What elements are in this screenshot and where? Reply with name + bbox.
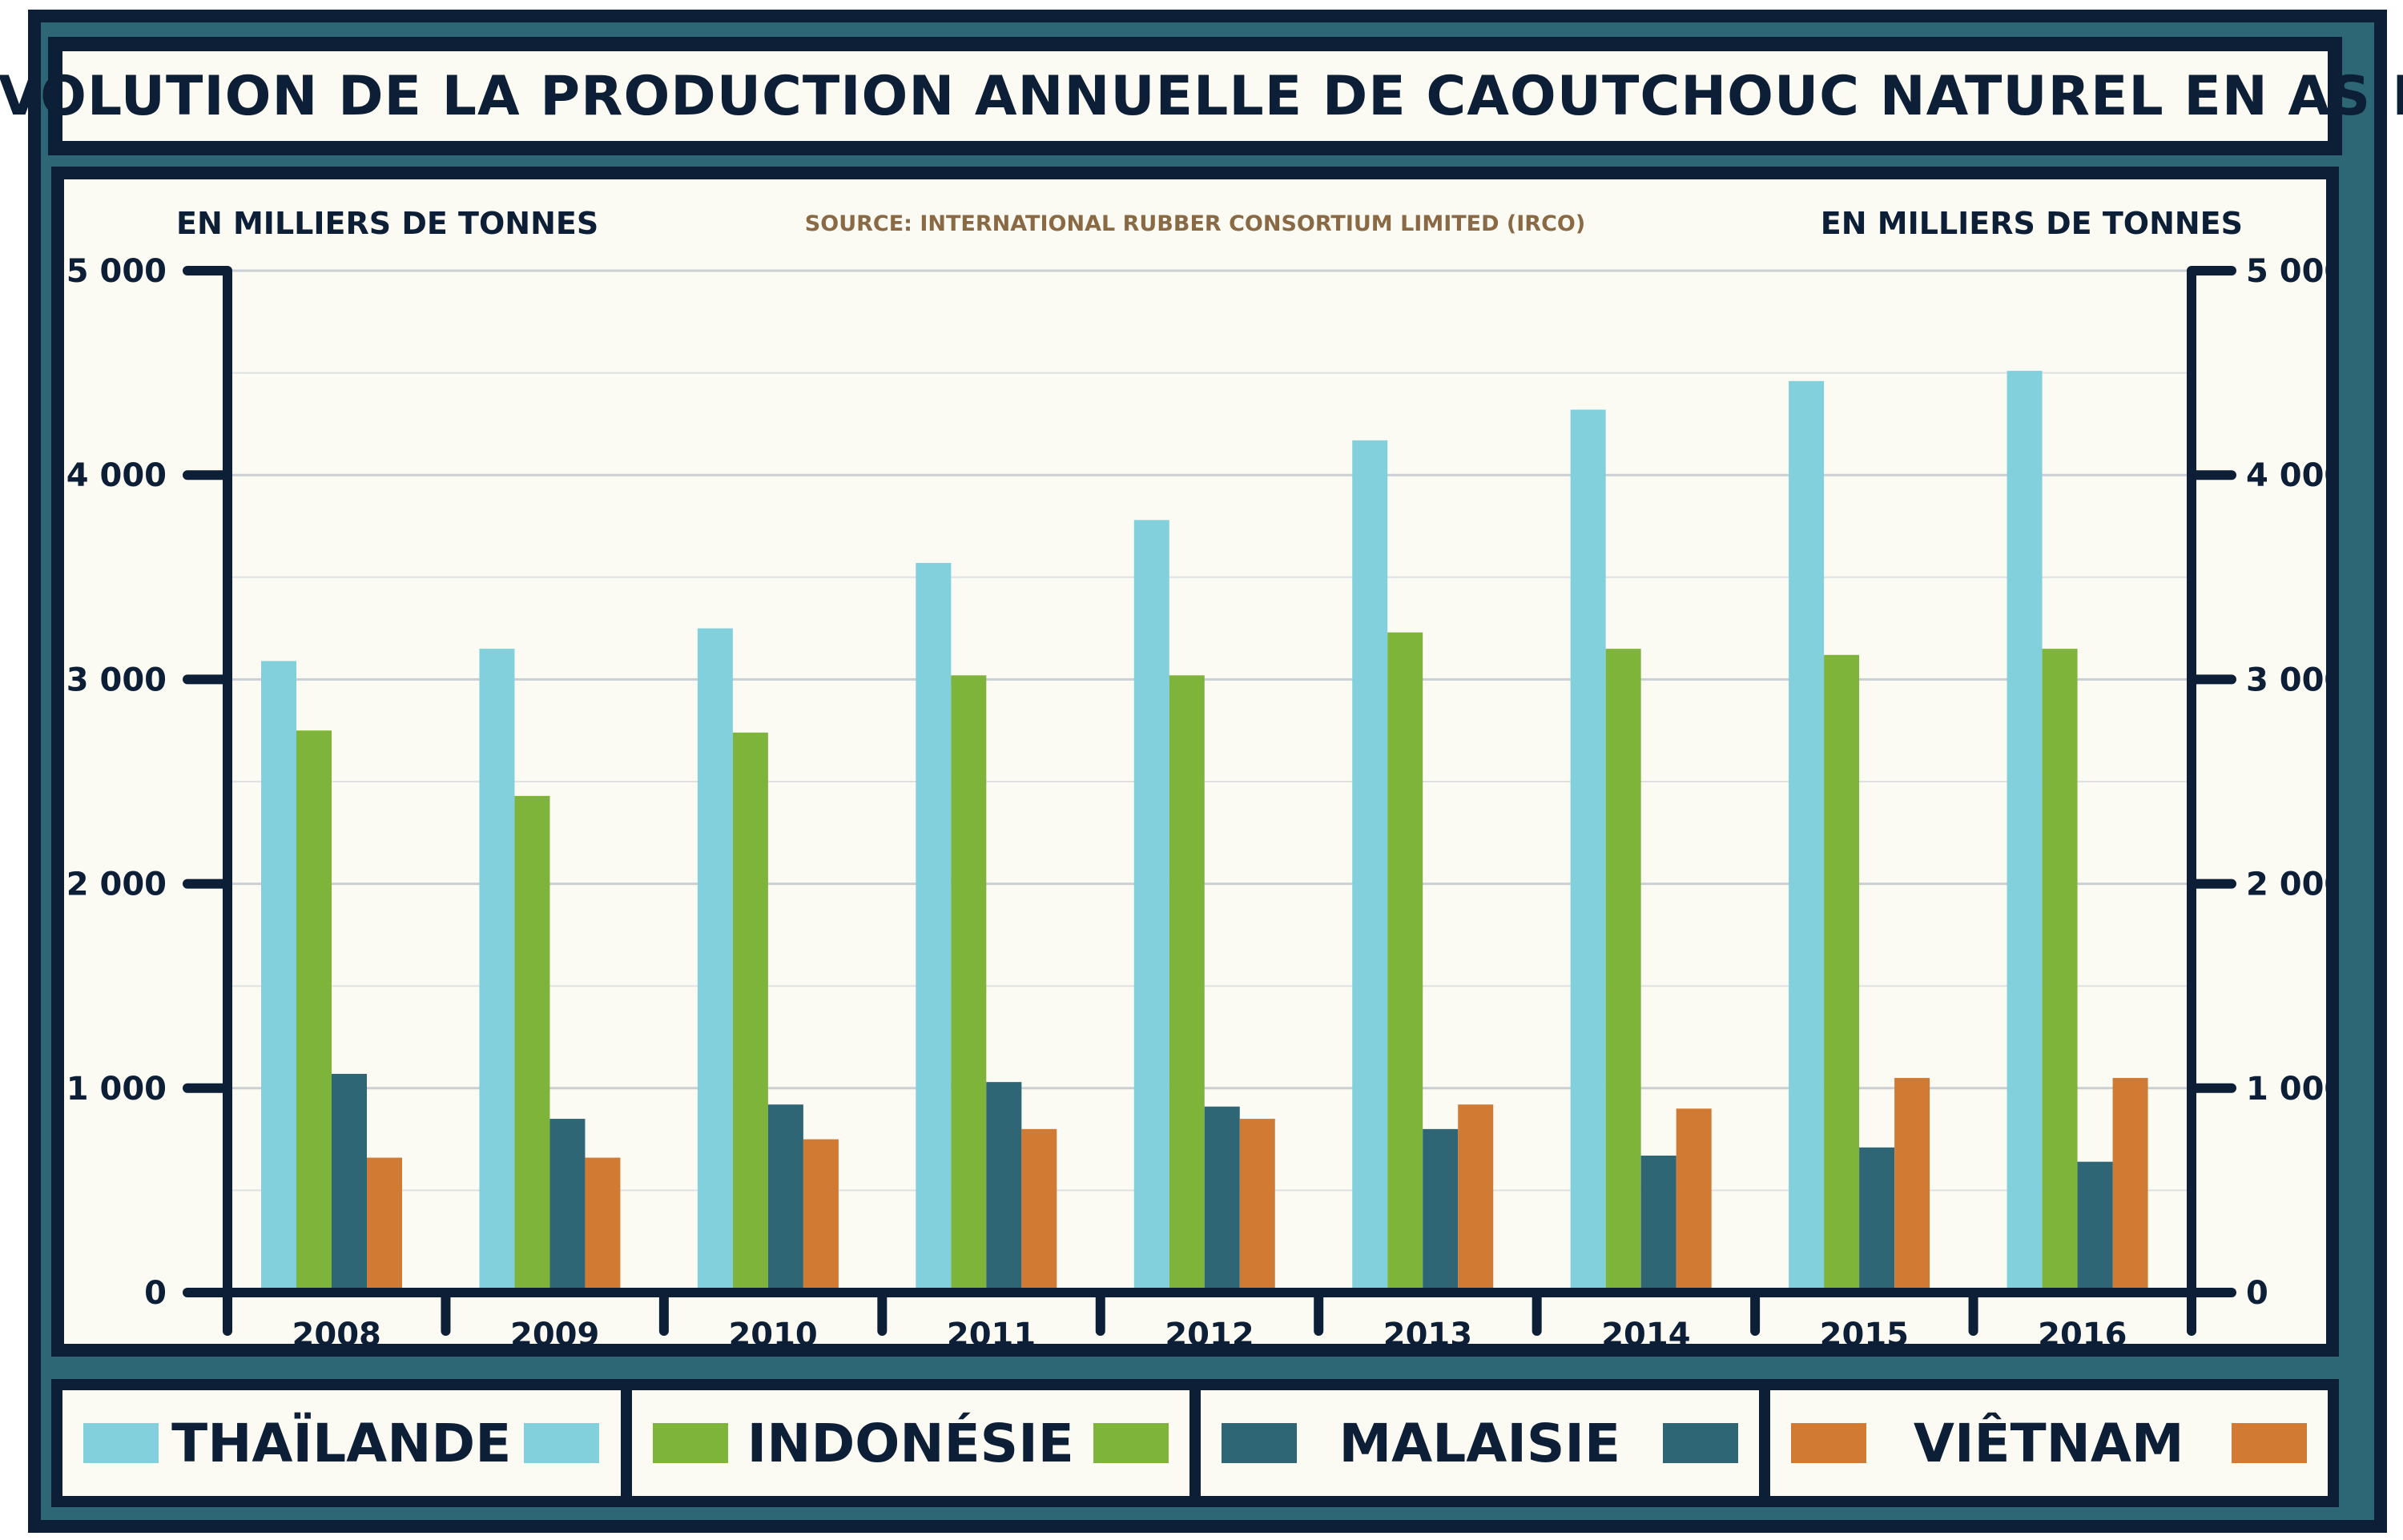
- bar-thaïlande-2012: [1133, 520, 1169, 1293]
- bar-malaisie-2011: [986, 1082, 1022, 1293]
- bar-viêtnam-2012: [1239, 1119, 1275, 1293]
- x-tick-label: 2016: [2038, 1317, 2127, 1344]
- legend-item-malaisie: MALAISIE: [1201, 1390, 1759, 1496]
- legend-swatch: [2231, 1423, 2307, 1463]
- bar-viêtnam-2014: [1676, 1108, 1712, 1293]
- title-banner: ÉVOLUTION DE LA PRODUCTION ANNUELLE DE C…: [0, 37, 2403, 155]
- bar-thaïlande-2013: [1352, 440, 1388, 1293]
- bar-indonésie-2015: [1824, 654, 1860, 1293]
- bar-viêtnam-2016: [2112, 1078, 2148, 1293]
- x-tick-label: 2012: [1165, 1317, 1254, 1344]
- y-tick-label-left: 4 000: [66, 457, 167, 494]
- bar-viêtnam-2010: [803, 1139, 839, 1293]
- x-tick-label: 2015: [1820, 1317, 1909, 1344]
- bar-malaisie-2012: [1204, 1106, 1240, 1293]
- bar-thaïlande-2014: [1570, 409, 1606, 1293]
- bar-viêtnam-2008: [367, 1157, 402, 1293]
- bar-indonésie-2011: [951, 675, 987, 1293]
- x-tick-label: 2013: [1383, 1317, 1472, 1344]
- bar-indonésie-2013: [1387, 632, 1423, 1293]
- legend-item-viêtnam: VIÊTNAM: [1769, 1390, 2328, 1496]
- bar-malaisie-2015: [1859, 1147, 1895, 1293]
- y-tick-label-left: 2 000: [66, 867, 167, 903]
- bar-thaïlande-2009: [479, 649, 515, 1293]
- y-axis-label-left: EN MILLIERS DE TONNES: [176, 206, 598, 241]
- bar-thaïlande-2011: [916, 562, 952, 1293]
- legend-swatch: [1093, 1423, 1169, 1463]
- y-tick-label-right: 2 000: [2246, 867, 2326, 903]
- y-tick-label-left: 5 000: [66, 253, 167, 290]
- bar-thaïlande-2015: [1789, 380, 1825, 1293]
- y-tick-label-left: 1 000: [66, 1071, 167, 1108]
- chart-panel: EN MILLIERS DE TONNES EN MILLIERS DE TONN…: [51, 167, 2339, 1357]
- y-tick-label-left: 3 000: [66, 661, 167, 698]
- y-tick-label-right: 1 000: [2246, 1071, 2326, 1108]
- x-tick-label: 2009: [510, 1317, 599, 1344]
- legend-swatch: [1222, 1423, 1297, 1463]
- legend-item-thaïlande: THAÏLANDE: [62, 1390, 621, 1496]
- legend: THAÏLANDE INDONÉSIE MALAISIE VIÊTNAM: [51, 1379, 2339, 1507]
- legend-label: THAÏLANDE: [171, 1412, 512, 1474]
- bar-viêtnam-2011: [1021, 1128, 1057, 1293]
- bar-indonésie-2012: [1169, 675, 1205, 1293]
- y-tick-label-right: 0: [2246, 1275, 2268, 1312]
- bar-thaïlande-2008: [261, 661, 296, 1293]
- bar-viêtnam-2013: [1458, 1104, 1494, 1293]
- legend-label: INDONÉSIE: [747, 1412, 1074, 1474]
- bar-malaisie-2016: [2077, 1161, 2113, 1293]
- bar-malaisie-2010: [767, 1104, 803, 1293]
- y-tick-label-right: 5 000: [2246, 253, 2326, 290]
- legend-item-indonésie: INDONÉSIE: [631, 1390, 1189, 1496]
- bar-thaïlande-2010: [697, 628, 733, 1293]
- legend-swatch: [1790, 1423, 1866, 1463]
- x-tick-label: 2010: [728, 1317, 817, 1344]
- bar-indonésie-2016: [2042, 649, 2078, 1293]
- bar-thaïlande-2016: [2007, 371, 2043, 1293]
- bar-malaisie-2009: [549, 1119, 586, 1293]
- legend-label: VIÊTNAM: [1913, 1412, 2184, 1474]
- page-title: ÉVOLUTION DE LA PRODUCTION ANNUELLE DE C…: [0, 64, 2403, 128]
- legend-swatch: [652, 1423, 728, 1463]
- y-tick-label-right: 3 000: [2246, 661, 2326, 698]
- x-tick-label: 2011: [947, 1317, 1036, 1344]
- bar-chart: EN MILLIERS DE TONNES EN MILLIERS DE TONN…: [66, 206, 2326, 1344]
- source-note: SOURCE: INTERNATIONAL RUBBER CONSORTIUM …: [805, 211, 1585, 236]
- legend-swatch: [83, 1423, 159, 1463]
- x-tick-label: 2014: [1601, 1317, 1690, 1344]
- bar-indonésie-2008: [296, 730, 332, 1293]
- bar-viêtnam-2009: [585, 1157, 621, 1293]
- legend-label: MALAISIE: [1338, 1412, 1621, 1474]
- y-axis-label-right: EN MILLIERS DE TONNES: [1821, 206, 2243, 241]
- bar-indonésie-2014: [1605, 649, 1641, 1293]
- x-tick-label: 2008: [292, 1317, 381, 1344]
- legend-swatch: [1662, 1423, 1738, 1463]
- bar-viêtnam-2015: [1894, 1078, 1930, 1293]
- y-tick-label-left: 0: [144, 1275, 167, 1312]
- bar-malaisie-2013: [1423, 1128, 1459, 1293]
- legend-swatch: [524, 1423, 600, 1463]
- bar-indonésie-2009: [514, 795, 550, 1293]
- bar-malaisie-2014: [1640, 1156, 1676, 1293]
- bar-indonésie-2010: [732, 732, 768, 1293]
- bar-malaisie-2008: [332, 1073, 367, 1293]
- y-tick-label-right: 4 000: [2246, 457, 2326, 494]
